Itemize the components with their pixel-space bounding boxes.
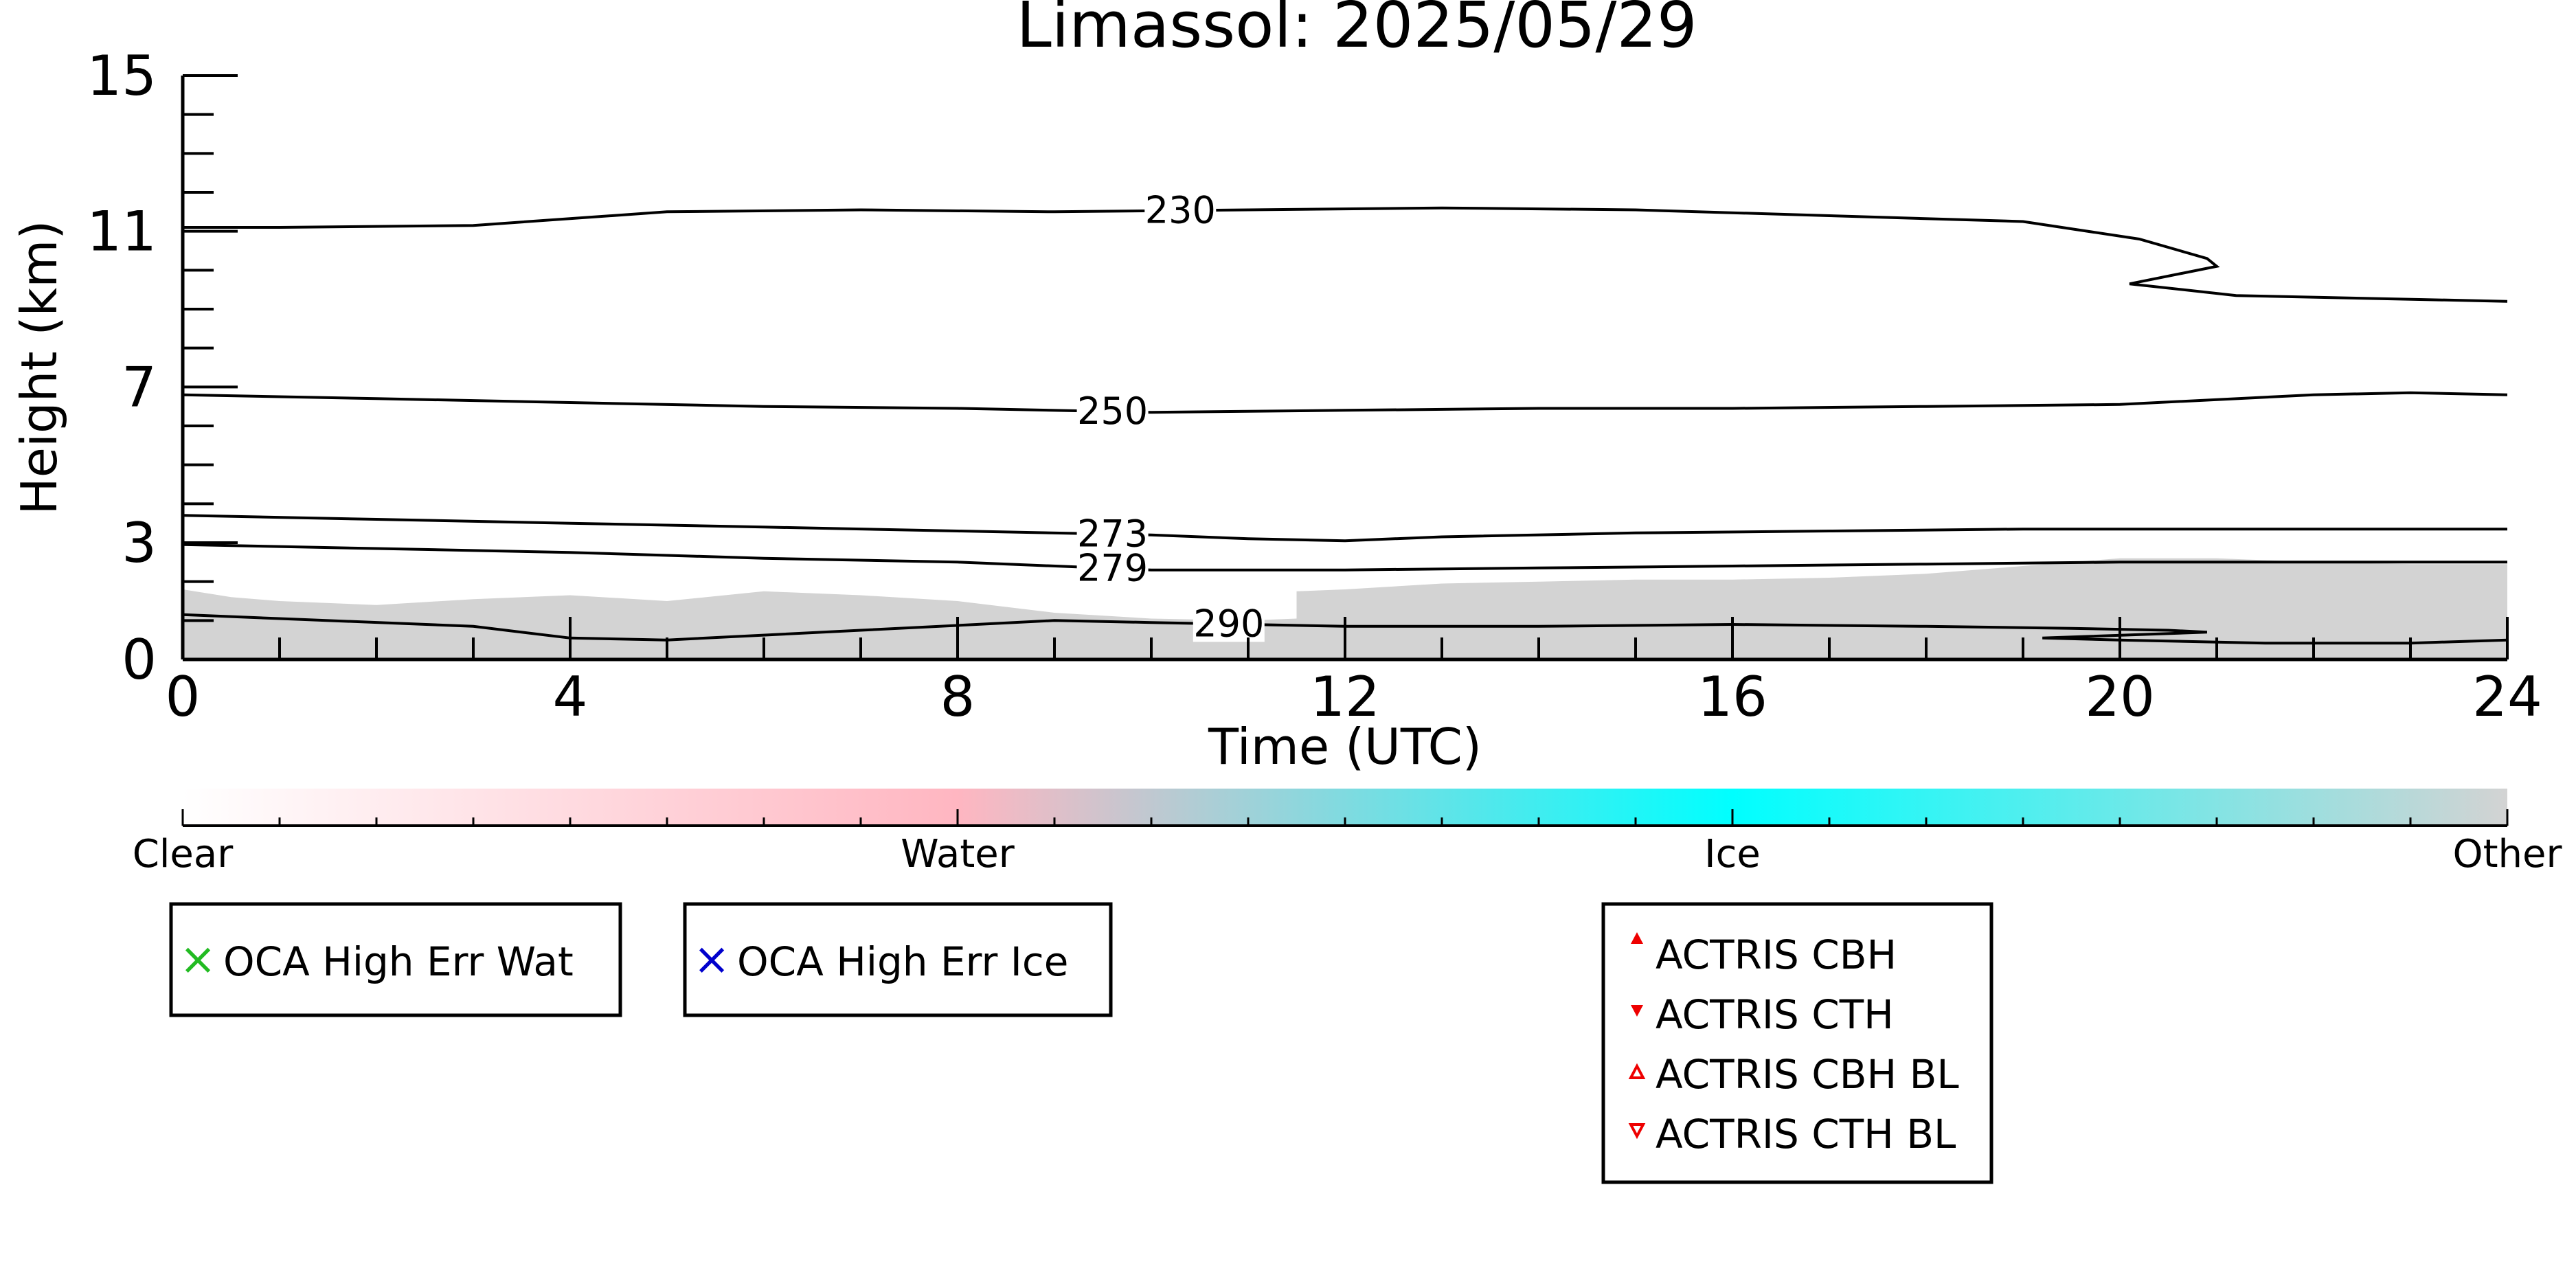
axes: 0 3 7 11 15 0 4 8 12 16 20 24 [87, 44, 2542, 729]
y-tick-label: 3 [122, 511, 157, 575]
isotherm-contours [182, 206, 2508, 645]
x-tick-label: 0 [166, 665, 201, 729]
x-tick-label: 4 [553, 665, 588, 729]
legend-oca-ice: × OCA High Err Ice [683, 902, 1113, 1017]
isotherm-label-250: 250 [1077, 389, 1148, 433]
legend-label-oca-ice: OCA High Err Ice [737, 938, 1068, 985]
colorbar: Clear Water Ice Other [133, 789, 2563, 877]
legend-box [169, 902, 622, 1017]
y-tick-label: 15 [87, 44, 157, 108]
colorbar-labels: Clear Water Ice Other [133, 832, 2563, 877]
isotherm-line-230 [183, 206, 2508, 303]
legend-label-actris-cbh: ACTRIS CBH [1656, 931, 1897, 978]
triangle-down-open-icon [1628, 1123, 1646, 1140]
colorbar-label-clear: Clear [133, 832, 234, 877]
isotherm-label-bg [1076, 516, 1149, 552]
isotherm-label-290: 290 [1193, 602, 1264, 645]
legend-label-actris-cbh-bl: ACTRIS CBH BL [1656, 1051, 1959, 1098]
isotherm-line-290 [182, 613, 2508, 645]
y-axis-ticks: 0 3 7 11 15 [87, 44, 238, 692]
isotherm-line-250 [182, 391, 2508, 414]
x-tick-label: 12 [1310, 665, 1380, 729]
isotherm-label-bg [1076, 550, 1149, 587]
isotherm-line-279 [182, 543, 2507, 572]
legend-marker-oca-ice: × [693, 934, 730, 985]
x-tick-label: 20 [2085, 665, 2155, 729]
triangle-up-filled-icon [1631, 932, 1643, 944]
isotherm-label-230: 230 [1145, 188, 1216, 231]
y-tick-label: 0 [122, 628, 157, 692]
legend-label-actris-cth: ACTRIS CTH [1656, 991, 1894, 1038]
colorbar-label-water: Water [901, 832, 1015, 877]
chart-title: Limassol: 2025/05/29 [1016, 0, 1697, 62]
isotherm-line-273 [182, 514, 2507, 543]
triangle-up-open-icon [1628, 1063, 1646, 1079]
isotherm-label-bg [1193, 606, 1265, 642]
x-axis-label: Time (UTC) [1208, 718, 1482, 776]
isotherm-label-273: 273 [1077, 512, 1148, 556]
x-axis-ticks: 0 4 8 12 16 20 24 [166, 617, 2542, 729]
x-tick-label: 8 [940, 665, 975, 729]
isotherm-label-bg [1144, 192, 1217, 229]
triangle-down-filled-icon [1631, 1005, 1643, 1017]
x-tick-label: 24 [2472, 665, 2542, 729]
y-tick-label: 7 [122, 355, 157, 419]
y-axis-label: Height (km) [10, 221, 68, 515]
x-tick-label: 16 [1697, 665, 1767, 729]
y-tick-label: 11 [87, 200, 157, 264]
colorbar-label-other: Other [2452, 832, 2562, 877]
legend-oca-water: × OCA High Err Wat [169, 902, 622, 1017]
legend-box [683, 902, 1113, 1017]
isotherm-label-bg [1076, 394, 1149, 430]
legend-label-oca-water: OCA High Err Wat [223, 938, 574, 985]
legend-actris: ACTRIS CBH ACTRIS CTH ACTRIS CBH BL ACTR… [1601, 902, 1993, 1184]
legend-label-actris-cth-bl: ACTRIS CTH BL [1656, 1111, 1956, 1157]
legend-box [1601, 902, 1993, 1184]
isotherm-label-279: 279 [1077, 546, 1148, 589]
colorbar-label-ice: Ice [1704, 832, 1761, 877]
colorbar-ticks [181, 809, 2509, 826]
legend-marker-oca-water: × [179, 934, 216, 985]
